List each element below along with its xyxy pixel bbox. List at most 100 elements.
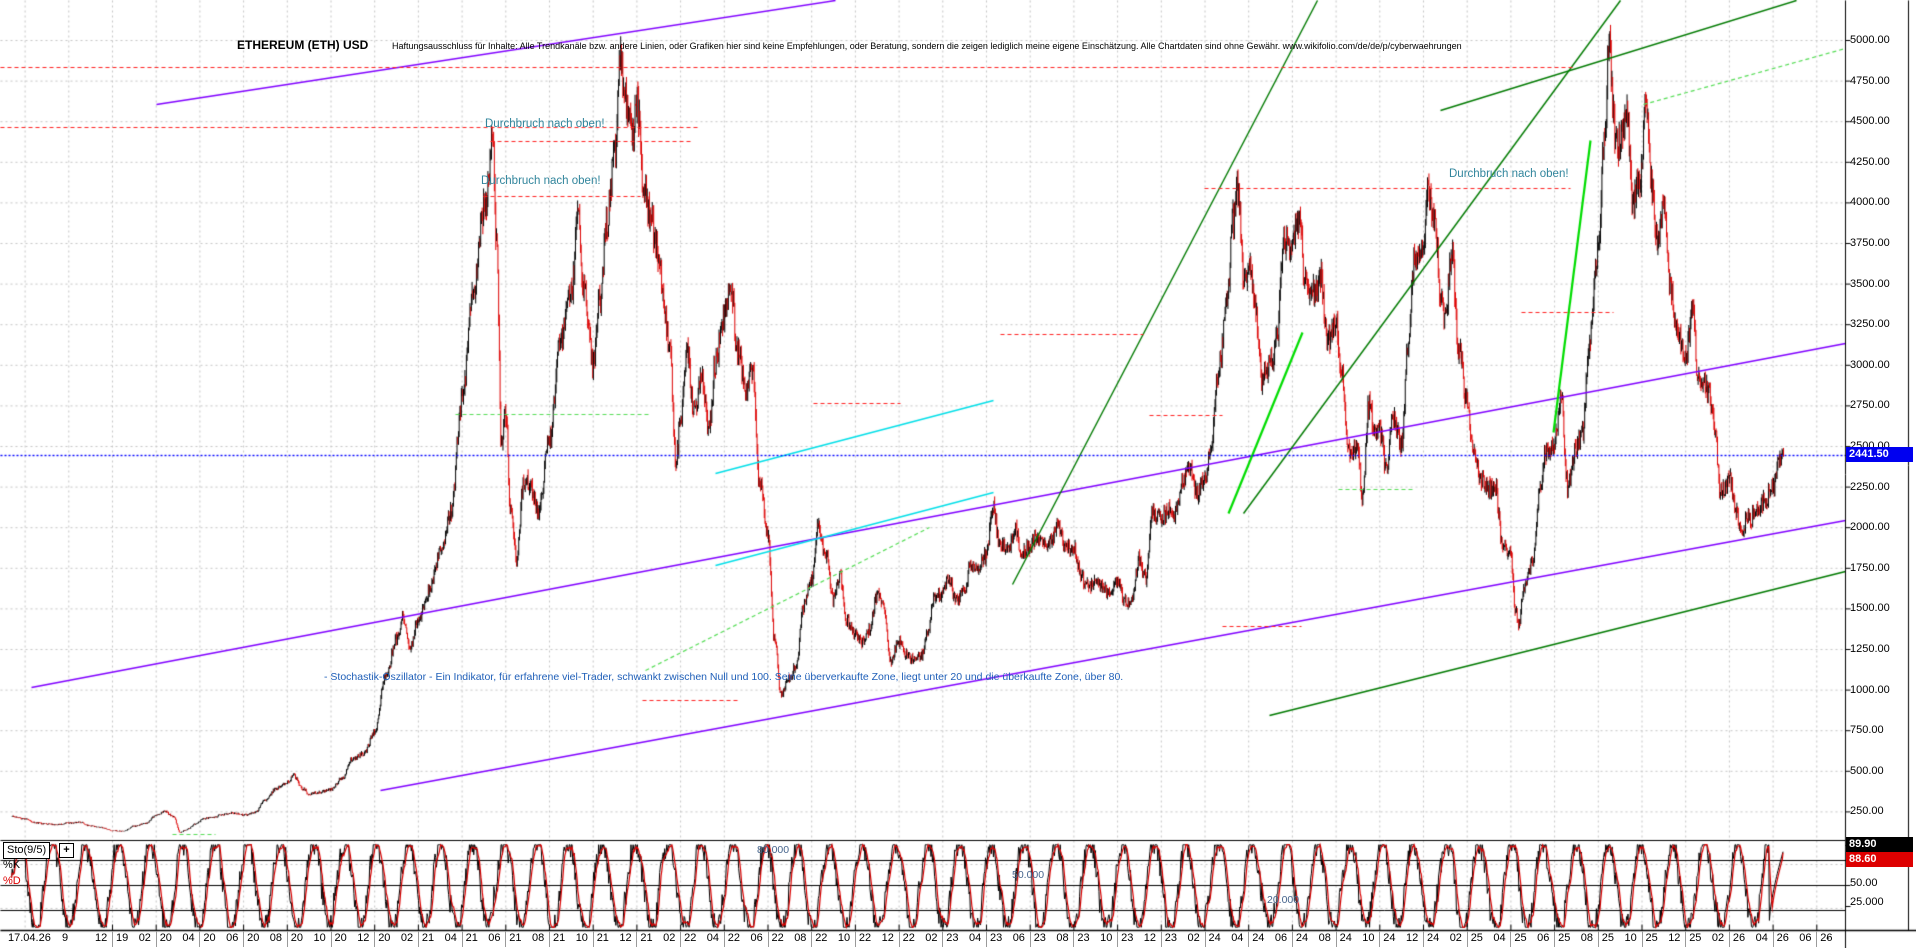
time-axis-month-label: 08	[532, 932, 545, 944]
price-axis-label: 4000.00	[1850, 196, 1890, 209]
time-axis-year-label: 23	[1077, 932, 1090, 944]
time-axis-tick	[549, 931, 550, 947]
stoch-k-label: %K	[3, 859, 21, 871]
price-axis-label: 5000.00	[1850, 34, 1890, 46]
time-axis-year-label: 24	[1427, 932, 1440, 944]
add-indicator-button[interactable]: +	[59, 843, 74, 858]
time-axis-year-label: 25	[1645, 932, 1658, 944]
time-axis-month-label: 08	[1318, 932, 1331, 944]
time-axis-month-label: 12	[1143, 932, 1157, 944]
time-axis-tick	[461, 931, 463, 947]
time-axis-tick	[1510, 931, 1512, 947]
time-axis-year-label: 21	[465, 932, 478, 944]
time-axis-month-label: 12	[357, 932, 370, 944]
time-axis-year-label: 20	[203, 932, 216, 944]
time-axis-tick	[417, 931, 419, 947]
stoch-d-value-tag: 88.60	[1846, 852, 1913, 867]
stochastic-indicator-button[interactable]: Sto(9/5)	[3, 842, 51, 859]
time-axis-tick	[505, 931, 507, 947]
time-axis-tick	[1029, 931, 1031, 947]
time-axis-tick	[854, 931, 856, 947]
time-axis-year-label: 22	[902, 932, 915, 944]
page-title: ETHEREUM (ETH) USD	[237, 38, 369, 52]
stoch-level-label: 80.000	[757, 844, 790, 856]
time-axis-tick	[1816, 931, 1818, 947]
price-axis-label: 2250.00	[1850, 480, 1890, 493]
time-axis-year-label: 22	[727, 932, 741, 944]
time-axis-tick	[1466, 931, 1468, 947]
time-axis-tick	[1423, 931, 1424, 947]
time-axis-month-label: 04	[182, 932, 195, 944]
time-axis-year-label: 20	[378, 932, 391, 944]
time-axis-month-label: 10	[1362, 932, 1375, 944]
price-axis-label: 3500.00	[1850, 277, 1890, 290]
stoch-level-label: 20.000	[1267, 894, 1300, 906]
time-axis-year-label: 24	[1339, 932, 1352, 944]
time-axis-start-label: 17.04.26	[8, 932, 51, 944]
time-axis-tick	[112, 931, 113, 947]
time-axis-month-label: 08	[269, 932, 283, 944]
time-axis-tick	[1772, 931, 1774, 947]
time-axis-tick	[1597, 931, 1599, 947]
time-axis-month-label: 10	[1624, 932, 1637, 944]
time-axis-tick	[1204, 931, 1206, 947]
time-axis-month-label: 04	[1755, 932, 1768, 944]
time-axis-tick	[592, 931, 594, 947]
time-axis-tick	[1379, 931, 1381, 947]
time-axis-month-label: 04	[1231, 932, 1244, 944]
time-axis-year-label: 23	[1121, 932, 1134, 944]
time-axis-tick	[1335, 931, 1337, 947]
price-axis-label: 3750.00	[1850, 237, 1890, 249]
time-axis-month-label: 02	[663, 932, 676, 944]
time-axis-year-label: 20	[334, 932, 347, 944]
price-axis-label: 2750.00	[1850, 399, 1890, 412]
time-axis-tick	[898, 931, 900, 947]
time-axis-tick	[286, 931, 288, 947]
time-axis-month-label: 06	[1012, 932, 1025, 944]
time-axis-month-label: 02	[925, 932, 938, 944]
stoch-k-value-tag: 89.90	[1846, 837, 1913, 852]
price-axis-label: 1000.00	[1850, 683, 1890, 696]
time-axis-year-label: 21	[421, 932, 435, 944]
time-axis-tick	[155, 931, 157, 947]
price-axis-label: 4750.00	[1850, 74, 1890, 87]
time-axis-month-label: 04	[1493, 932, 1506, 944]
time-axis-month-label: 08	[1056, 932, 1069, 944]
time-axis-month-label: 12	[881, 932, 894, 944]
time-axis-year-label: 25	[1601, 932, 1615, 944]
breakout-annotation-3: Durchbruch nach oben!	[1449, 168, 1569, 180]
time-axis-year-label: 23	[1164, 932, 1178, 944]
time-axis-year-label: 26	[1820, 932, 1833, 944]
time-axis-month-label: 10	[313, 932, 326, 944]
current-price-tag: 2441.50	[1846, 447, 1913, 462]
time-axis-tick	[680, 931, 682, 947]
time-axis-month-label: 10	[1100, 932, 1113, 944]
time-axis-tick	[1728, 931, 1730, 947]
time-axis-tick	[374, 931, 376, 947]
time-axis-month-label: 02	[1187, 932, 1200, 944]
time-axis-month-label: 12	[95, 932, 108, 944]
price-axis-label: 1250.00	[1850, 643, 1890, 655]
time-axis-tick	[330, 931, 332, 947]
time-axis-month-label: 06	[226, 932, 239, 944]
time-axis-tick	[986, 931, 987, 947]
time-axis-year-label: 22	[771, 932, 784, 944]
price-axis-label: 750.00	[1850, 724, 1884, 737]
time-axis-tick	[1554, 931, 1556, 947]
time-axis-month-label: 02	[138, 932, 151, 944]
time-axis-month-label: 08	[1580, 932, 1594, 944]
disclaimer-text: Haftungsausschluss für Inhalte: Alle Tre…	[392, 41, 1462, 51]
price-axis-label: 500.00	[1850, 764, 1884, 777]
price-axis-label: 1500.00	[1850, 602, 1890, 615]
time-axis-year-label: 24	[1208, 932, 1221, 944]
price-axis-label: 1750.00	[1850, 561, 1890, 574]
time-axis-month-label: 04	[969, 932, 982, 944]
time-axis-year-label: 21	[596, 932, 609, 944]
time-axis-tick	[1248, 931, 1250, 947]
time-axis-suffix-label: -	[1826, 932, 1830, 944]
time-axis-month-label: 12	[1668, 932, 1681, 944]
time-axis-month-label: 10	[575, 932, 588, 944]
time-axis: 17.04.26 9 12 19 02 20 04 20 06 20 08 20 10 20 12 20 02 2…	[0, 931, 1916, 948]
